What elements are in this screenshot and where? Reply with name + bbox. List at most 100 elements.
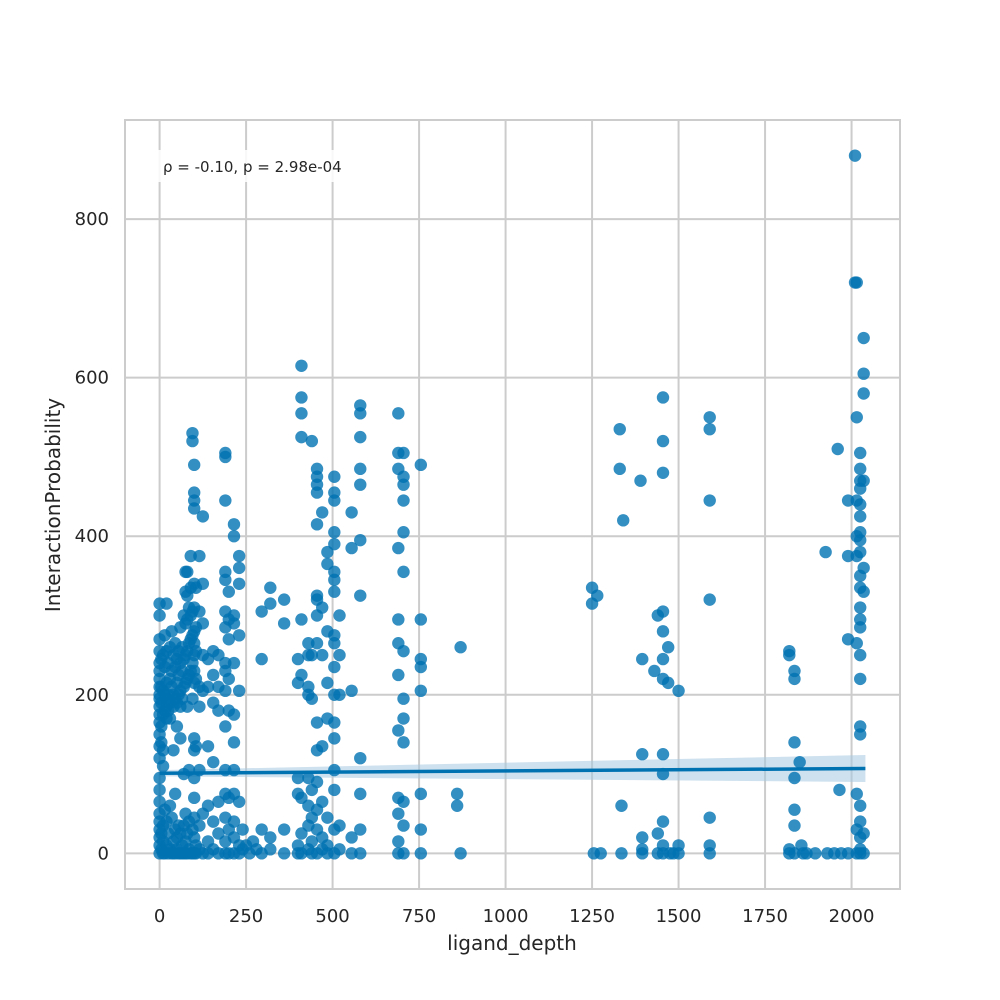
data-point bbox=[661, 676, 675, 690]
data-point bbox=[854, 728, 867, 741]
data-point bbox=[305, 835, 319, 848]
data-point bbox=[831, 442, 844, 456]
x-tick-label: 750 bbox=[402, 906, 436, 927]
data-point bbox=[212, 704, 225, 717]
annotation-box bbox=[158, 150, 370, 182]
data-point bbox=[397, 692, 410, 705]
data-point bbox=[397, 526, 410, 539]
data-point bbox=[854, 462, 867, 476]
data-point bbox=[397, 795, 410, 808]
data-point bbox=[277, 847, 291, 860]
y-tick-label: 800 bbox=[75, 209, 109, 230]
data-point bbox=[328, 637, 341, 650]
y-tick-label: 400 bbox=[75, 526, 109, 547]
data-point bbox=[186, 434, 199, 448]
data-point bbox=[809, 847, 822, 860]
data-point bbox=[160, 597, 173, 610]
data-point bbox=[656, 652, 670, 666]
data-point bbox=[450, 799, 464, 812]
data-point bbox=[636, 847, 649, 860]
data-point bbox=[305, 692, 319, 705]
y-axis-label: InteractionProbability bbox=[41, 398, 65, 612]
data-point bbox=[848, 149, 862, 162]
data-point bbox=[310, 518, 324, 531]
data-point bbox=[232, 577, 246, 590]
data-point bbox=[656, 748, 670, 761]
data-point bbox=[333, 609, 346, 622]
data-point bbox=[591, 589, 604, 602]
data-point bbox=[397, 478, 410, 491]
data-point bbox=[354, 847, 367, 860]
data-point bbox=[187, 458, 201, 472]
data-point bbox=[454, 641, 467, 654]
data-point bbox=[854, 672, 867, 686]
data-point bbox=[392, 541, 405, 555]
data-point bbox=[264, 831, 277, 844]
data-point bbox=[392, 613, 405, 626]
data-point bbox=[636, 652, 649, 666]
data-point bbox=[397, 712, 410, 725]
data-point bbox=[156, 759, 170, 773]
data-point bbox=[207, 815, 220, 828]
y-tick-labels: 0 200 400 600 800 bbox=[75, 209, 109, 864]
data-point bbox=[850, 411, 863, 424]
data-point bbox=[227, 815, 241, 828]
data-point bbox=[168, 787, 182, 801]
data-point bbox=[236, 823, 249, 836]
data-point bbox=[227, 708, 241, 721]
data-point bbox=[219, 720, 232, 733]
data-point bbox=[193, 605, 206, 618]
data-point bbox=[850, 787, 863, 801]
data-point bbox=[184, 549, 197, 563]
data-point bbox=[328, 494, 341, 507]
data-point bbox=[277, 617, 291, 630]
data-point bbox=[316, 740, 329, 753]
data-point bbox=[207, 755, 220, 769]
data-point bbox=[310, 486, 324, 499]
data-point bbox=[232, 795, 246, 808]
data-point bbox=[833, 783, 846, 797]
data-point bbox=[788, 819, 801, 832]
data-point bbox=[397, 494, 410, 507]
y-tick-label: 0 bbox=[98, 843, 109, 864]
data-point bbox=[354, 533, 367, 547]
data-point bbox=[328, 537, 341, 551]
data-point bbox=[219, 494, 232, 507]
data-point bbox=[656, 815, 670, 828]
x-tick-label: 1250 bbox=[569, 906, 615, 927]
data-point bbox=[656, 605, 670, 618]
data-point bbox=[295, 430, 308, 444]
data-point bbox=[277, 823, 291, 836]
data-point bbox=[170, 720, 184, 733]
data-point bbox=[414, 684, 428, 698]
data-point bbox=[328, 470, 341, 483]
data-point bbox=[163, 799, 177, 812]
data-point bbox=[414, 787, 428, 801]
data-point bbox=[788, 736, 801, 749]
data-point bbox=[291, 652, 305, 666]
data-point bbox=[854, 621, 867, 634]
data-point bbox=[255, 823, 268, 836]
data-point bbox=[232, 684, 246, 698]
x-tick-label: 0 bbox=[154, 906, 165, 927]
data-point bbox=[264, 843, 277, 856]
data-point bbox=[354, 478, 367, 491]
data-point bbox=[397, 565, 410, 579]
data-point bbox=[392, 668, 405, 682]
data-point bbox=[841, 847, 855, 860]
data-point bbox=[854, 498, 867, 511]
data-point bbox=[153, 783, 166, 797]
data-point bbox=[392, 835, 405, 848]
data-point bbox=[187, 502, 201, 515]
data-point bbox=[672, 684, 685, 698]
data-point bbox=[302, 637, 315, 650]
data-point bbox=[857, 331, 870, 345]
data-point bbox=[414, 458, 428, 472]
data-point bbox=[328, 783, 341, 797]
data-point bbox=[636, 831, 649, 844]
data-point bbox=[167, 744, 180, 757]
data-point bbox=[854, 601, 867, 614]
data-point bbox=[703, 411, 716, 424]
data-point bbox=[328, 716, 341, 729]
data-point bbox=[316, 648, 329, 662]
